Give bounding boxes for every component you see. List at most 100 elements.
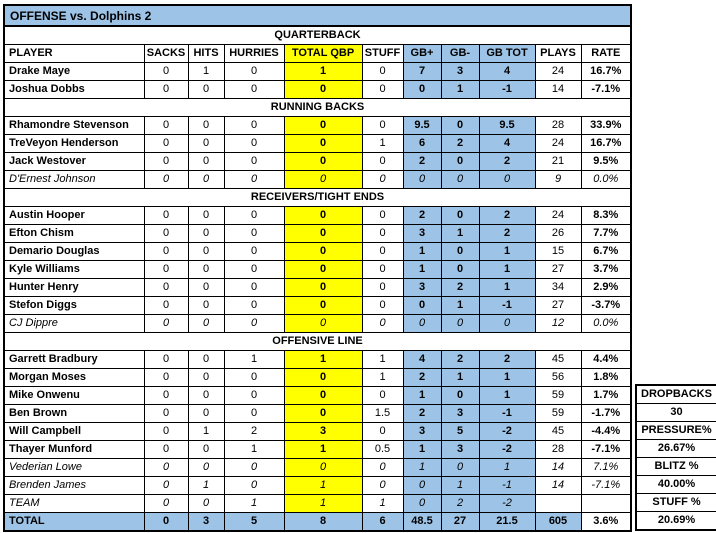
- stat-cell: 8.3%: [580, 206, 632, 225]
- section-header-row: RECEIVERS/TIGHT ENDS: [3, 188, 632, 207]
- section-header: RUNNING BACKS: [3, 98, 632, 117]
- player-row: D'Ernest Johnson 0 0 0 0 0 0 0 0 9 0.0%: [3, 170, 632, 189]
- stat-cell: 0: [187, 386, 225, 405]
- stat-cell: 0: [143, 170, 189, 189]
- stat-cell: 2: [402, 206, 442, 225]
- stat-cell: 1: [187, 422, 225, 441]
- player-name-cell: TEAM: [3, 494, 145, 513]
- player-name-cell: Stefon Diggs: [3, 296, 145, 315]
- stat-cell: 0.0%: [580, 170, 632, 189]
- stat-cell: 2: [402, 404, 442, 423]
- stat-cell: 0: [402, 494, 442, 513]
- stat-cell: 0: [283, 458, 363, 477]
- stat-cell: 9.5: [478, 116, 536, 135]
- stat-cell: -1: [478, 80, 536, 99]
- stat-cell: 0: [478, 170, 536, 189]
- stat-cell: 0: [187, 152, 225, 171]
- stat-cell: 6.7%: [580, 242, 632, 261]
- stat-cell: 0: [223, 386, 285, 405]
- stat-cell: 24: [534, 134, 582, 153]
- stat-cell: 0: [361, 260, 404, 279]
- stat-cell: 1: [283, 440, 363, 459]
- stat-cell: 0: [402, 314, 442, 333]
- stat-cell: 0: [223, 170, 285, 189]
- stat-cell: 1: [402, 458, 442, 477]
- stat-cell: 4: [478, 134, 536, 153]
- stat-cell: 59: [534, 404, 582, 423]
- player-row: Joshua Dobbs 0 0 0 0 0 0 1 -1 14 -7.1%: [3, 80, 632, 99]
- player-row: Drake Maye 0 1 0 1 0 7 3 4 24 16.7%: [3, 62, 632, 81]
- stat-cell: 0: [402, 296, 442, 315]
- stat-cell: 0: [143, 278, 189, 297]
- stat-cell: 9.5%: [580, 152, 632, 171]
- player-name-cell: Drake Maye: [3, 62, 145, 81]
- stat-cell: 0: [283, 152, 363, 171]
- stat-cell: 1: [361, 350, 404, 369]
- stat-cell: 0: [283, 224, 363, 243]
- player-row: Demario Douglas 0 0 0 0 0 1 0 1 15 6.7%: [3, 242, 632, 261]
- stat-cell: 0: [143, 440, 189, 459]
- stat-cell: 0: [283, 80, 363, 99]
- stat-cell: 3: [402, 278, 442, 297]
- stat-cell: 0: [361, 116, 404, 135]
- stat-cell: 0: [223, 368, 285, 387]
- player-row: Hunter Henry 0 0 0 0 0 3 2 1 34 2.9%: [3, 278, 632, 297]
- player-row: TreVeyon Henderson 0 0 0 0 1 6 2 4 24 16.7%: [3, 134, 632, 153]
- total-stat-cell: 48.5: [402, 512, 442, 532]
- player-name-cell: D'Ernest Johnson: [3, 170, 145, 189]
- stat-cell: 1: [283, 476, 363, 495]
- stat-cell: 0: [283, 368, 363, 387]
- stat-cell: 0: [187, 260, 225, 279]
- stat-cell: 0: [402, 476, 442, 495]
- stat-cell: 45: [534, 422, 582, 441]
- stat-cell: -7.1%: [580, 440, 632, 459]
- stat-cell: 0: [223, 116, 285, 135]
- offense-table: OFFENSE vs. Dolphins 2 QUARTERBACK PLAYER S…: [3, 4, 633, 532]
- player-name-cell: Demario Douglas: [3, 242, 145, 261]
- stat-cell: 0: [440, 260, 480, 279]
- stat-cell: 1: [187, 476, 225, 495]
- column-header: PLAYER: [3, 44, 145, 63]
- stat-cell: 0: [143, 386, 189, 405]
- stat-cell: 0: [440, 206, 480, 225]
- stat-cell: 7.7%: [580, 224, 632, 243]
- stat-cell: 1.8%: [580, 368, 632, 387]
- stat-cell: 0: [223, 152, 285, 171]
- stat-cell: 3: [440, 440, 480, 459]
- stat-cell: 2: [478, 224, 536, 243]
- player-name-cell: Kyle Williams: [3, 260, 145, 279]
- stat-cell: 2: [402, 152, 442, 171]
- stat-cell: 1: [478, 242, 536, 261]
- stat-cell: 4: [478, 62, 536, 81]
- stat-cell: 2: [478, 152, 536, 171]
- player-name-cell: Will Campbell: [3, 422, 145, 441]
- stat-cell: 0: [440, 314, 480, 333]
- player-name-cell: Austin Hooper: [3, 206, 145, 225]
- player-row: Garrett Bradbury 0 0 1 1 1 4 2 2 45 4.4%: [3, 350, 632, 369]
- stat-cell: -7.1%: [580, 80, 632, 99]
- stat-cell: 3.7%: [580, 260, 632, 279]
- player-row: Brenden James 0 1 0 1 0 0 1 -1 14 -7.1%: [3, 476, 632, 495]
- stat-cell: 0: [440, 170, 480, 189]
- total-stat-cell: 0: [143, 512, 189, 532]
- stat-cell: 0: [402, 80, 442, 99]
- stat-cell: 0: [361, 476, 404, 495]
- stat-cell: 0: [283, 386, 363, 405]
- stat-cell: 0: [143, 152, 189, 171]
- total-stat-cell: 6: [361, 512, 404, 532]
- stat-cell: 1: [440, 368, 480, 387]
- stat-cell: 0: [223, 260, 285, 279]
- stat-cell: 0: [223, 206, 285, 225]
- stat-cell: 0: [223, 296, 285, 315]
- stat-cell: 1: [283, 350, 363, 369]
- stat-cell: 0: [187, 458, 225, 477]
- stat-cell: 1: [223, 440, 285, 459]
- stat-cell: 0: [187, 296, 225, 315]
- stat-cell: 1: [283, 62, 363, 81]
- stat-cell: 2: [478, 350, 536, 369]
- player-name-cell: Brenden James: [3, 476, 145, 495]
- section-header: OFFENSIVE LINE: [3, 332, 632, 351]
- stat-cell: 2: [440, 350, 480, 369]
- stat-cell: 0: [143, 494, 189, 513]
- stat-cell: 0: [187, 350, 225, 369]
